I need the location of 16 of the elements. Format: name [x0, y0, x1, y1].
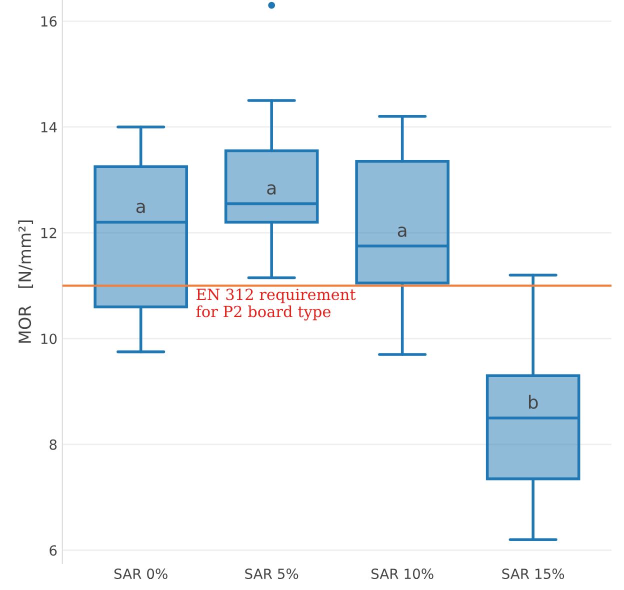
- y-axis-title: MOR [N/mm²]: [18, 220, 34, 343]
- x-tick-label: SAR 15%: [502, 568, 564, 580]
- x-tick-label: SAR 5%: [245, 568, 298, 580]
- y-tick-label: 14: [41, 122, 57, 132]
- y-tick-label: 6: [50, 545, 57, 556]
- y-tick-label: 16: [41, 16, 57, 27]
- annotation: a: [398, 226, 406, 237]
- annotation: b: [528, 394, 538, 409]
- y-tick-label: 8: [50, 439, 57, 450]
- annotation: a: [136, 202, 145, 214]
- x-tick-label: SAR 10%: [371, 568, 434, 580]
- ref-line-label: EN 312 requirement for P2 board type: [196, 288, 356, 320]
- y-tick-label: 10: [41, 334, 57, 344]
- x-tick-label: SAR 0%: [114, 568, 168, 580]
- y-tick-label: 12: [41, 228, 56, 238]
- annotation: a: [267, 184, 276, 195]
